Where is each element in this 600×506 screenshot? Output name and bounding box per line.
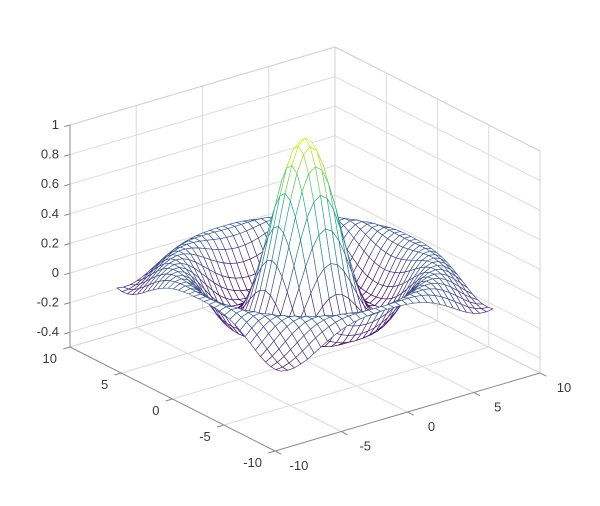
x-tick-label: 5: [494, 400, 501, 415]
y-tick-label: 10: [43, 351, 57, 366]
surface-mesh: [116, 137, 494, 372]
x-axis-ticks: -10 -5 0 5 10: [274, 372, 571, 473]
tick-mark: [64, 154, 71, 157]
tick-mark: [64, 272, 71, 276]
x-tick-label: 10: [557, 380, 571, 395]
box-edge: [334, 46, 541, 152]
x-tick-label: -5: [359, 439, 371, 454]
tick-mark: [64, 213, 71, 216]
z-tick-label: 0.4: [41, 206, 59, 221]
wall-gridline: [334, 135, 541, 241]
y-tick-label: -5: [199, 429, 211, 444]
tick-mark: [268, 450, 276, 454]
wall-gridline: [334, 105, 541, 211]
x-tick-label: -10: [290, 458, 309, 473]
x-tick-label: 0: [428, 419, 435, 434]
wall-gridline: [334, 194, 541, 300]
tick-mark: [341, 431, 348, 436]
tick-mark: [407, 411, 414, 416]
tick-mark: [63, 346, 71, 350]
z-tick-label: 1: [52, 117, 59, 132]
tick-mark: [473, 392, 481, 397]
z-tick-label: 0: [52, 265, 59, 280]
z-tick-label: 0.8: [41, 147, 59, 162]
tick-mark: [64, 331, 71, 335]
tick-mark: [165, 398, 173, 402]
y-tick-label: 0: [152, 403, 159, 418]
wall-gridline: [69, 76, 336, 156]
box-edge: [69, 46, 336, 126]
wall-gridline: [69, 105, 336, 185]
tick-mark: [64, 242, 71, 246]
tick-mark: [114, 372, 122, 376]
floor-gridline: [223, 346, 489, 426]
tick-mark: [274, 450, 282, 455]
wall-gridline: [334, 76, 541, 182]
z-tick-label: -0.4: [37, 324, 59, 339]
y-axis-ticks: -10 -5 0 5 10: [43, 346, 276, 470]
wall-gridline: [334, 164, 541, 270]
wall-gridline: [69, 135, 336, 215]
z-axis-ticks: -0.4 -0.2 0 0.2 0.4 0.6 0.8 1: [37, 117, 71, 339]
z-tick-label: 0.6: [41, 176, 59, 191]
y-tick-label: -10: [243, 455, 262, 470]
tick-mark: [64, 183, 71, 187]
z-tick-label: -0.2: [37, 295, 59, 310]
tick-mark: [216, 424, 224, 428]
y-tick-label: 5: [101, 377, 108, 392]
tick-mark: [64, 124, 71, 128]
tick-mark: [64, 302, 71, 305]
tick-mark: [539, 372, 547, 377]
z-tick-label: 0.2: [41, 235, 59, 250]
mesh-face: [275, 366, 288, 372]
